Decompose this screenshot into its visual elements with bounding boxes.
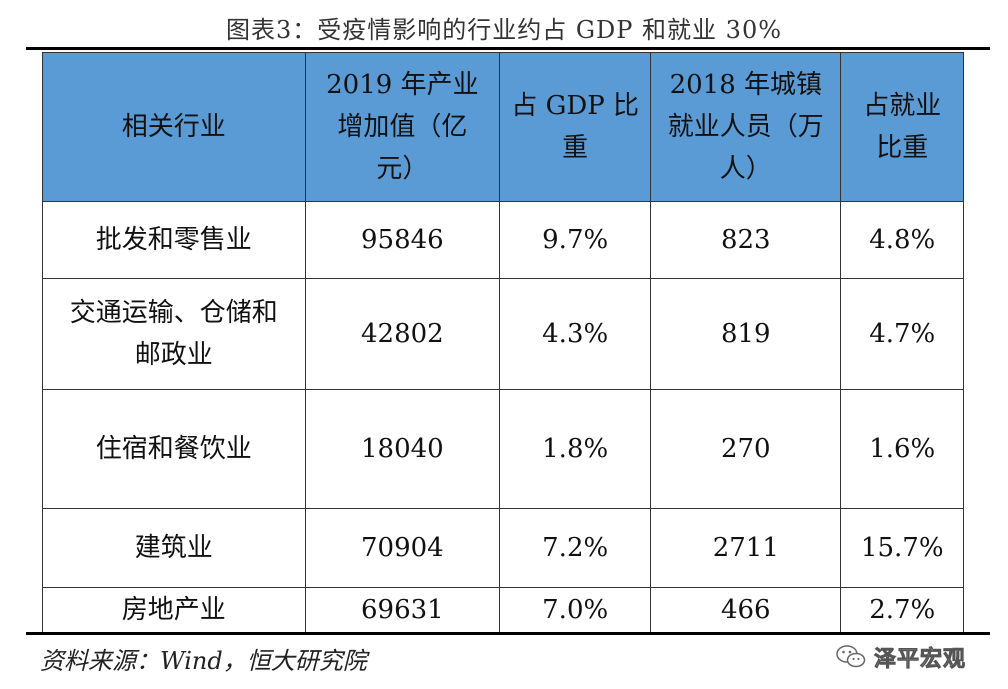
employment-cell: 270 bbox=[650, 389, 842, 509]
gdp-share-cell: 4.3% bbox=[499, 278, 652, 390]
table-row: 房地产业 69631 7.0% 466 2.7% bbox=[42, 587, 964, 633]
header-employment: 2018 年城镇 就业人员（万 人） bbox=[650, 52, 842, 202]
header-industry: 相关行业 bbox=[42, 52, 306, 202]
value-cell: 95846 bbox=[304, 201, 501, 279]
employment-cell: 819 bbox=[650, 278, 842, 390]
header-gdp-share: 占 GDP 比 重 bbox=[499, 52, 652, 202]
header-value-added: 2019 年产业 增加值（亿 元） bbox=[304, 52, 501, 202]
header-employment-share: 占就业 比重 bbox=[840, 52, 964, 202]
value-cell: 42802 bbox=[304, 278, 501, 390]
value-cell: 18040 bbox=[304, 389, 501, 509]
industry-cell: 住宿和餐饮业 bbox=[42, 389, 306, 509]
gdp-share-cell: 1.8% bbox=[499, 389, 652, 509]
header-row: 相关行业 2019 年产业 增加值（亿 元） 占 GDP 比 重 2018 年城… bbox=[42, 52, 964, 202]
gdp-share-cell: 9.7% bbox=[499, 201, 652, 279]
employment-share-cell: 4.8% bbox=[840, 201, 964, 279]
value-cell: 70904 bbox=[304, 508, 501, 588]
table-title: 图表3：受疫情影响的行业约占 GDP 和就业 30% bbox=[225, 16, 783, 44]
employment-share-cell: 1.6% bbox=[840, 389, 964, 509]
employment-share-cell: 2.7% bbox=[840, 587, 964, 633]
employment-share-cell: 4.7% bbox=[840, 278, 964, 390]
industry-cell: 批发和零售业 bbox=[42, 201, 306, 279]
industry-cell: 房地产业 bbox=[42, 587, 306, 633]
table-row: 建筑业 70904 7.2% 2711 15.7% bbox=[42, 508, 964, 588]
watermark: 泽平宏观 bbox=[836, 640, 966, 674]
top-rule bbox=[26, 47, 990, 50]
industry-cell: 交通运输、仓储和 邮政业 bbox=[42, 278, 306, 390]
employment-cell: 466 bbox=[650, 587, 842, 633]
gdp-share-cell: 7.2% bbox=[499, 508, 652, 588]
table-row: 批发和零售业 95846 9.7% 823 4.8% bbox=[42, 201, 964, 279]
source-note: 资料来源：Wind，恒大研究院 bbox=[40, 647, 367, 675]
industry-table: 相关行业 2019 年产业 增加值（亿 元） 占 GDP 比 重 2018 年城… bbox=[42, 52, 964, 633]
wechat-icon bbox=[836, 644, 866, 670]
employment-share-cell: 15.7% bbox=[840, 508, 964, 588]
gdp-share-cell: 7.0% bbox=[499, 587, 652, 633]
value-cell: 69631 bbox=[304, 587, 501, 633]
employment-cell: 2711 bbox=[650, 508, 842, 588]
table-row: 住宿和餐饮业 18040 1.8% 270 1.6% bbox=[42, 389, 964, 509]
bottom-rule bbox=[26, 632, 990, 635]
employment-cell: 823 bbox=[650, 201, 842, 279]
table-row: 交通运输、仓储和 邮政业 42802 4.3% 819 4.7% bbox=[42, 278, 964, 390]
watermark-text: 泽平宏观 bbox=[874, 647, 967, 673]
industry-cell: 建筑业 bbox=[42, 508, 306, 588]
